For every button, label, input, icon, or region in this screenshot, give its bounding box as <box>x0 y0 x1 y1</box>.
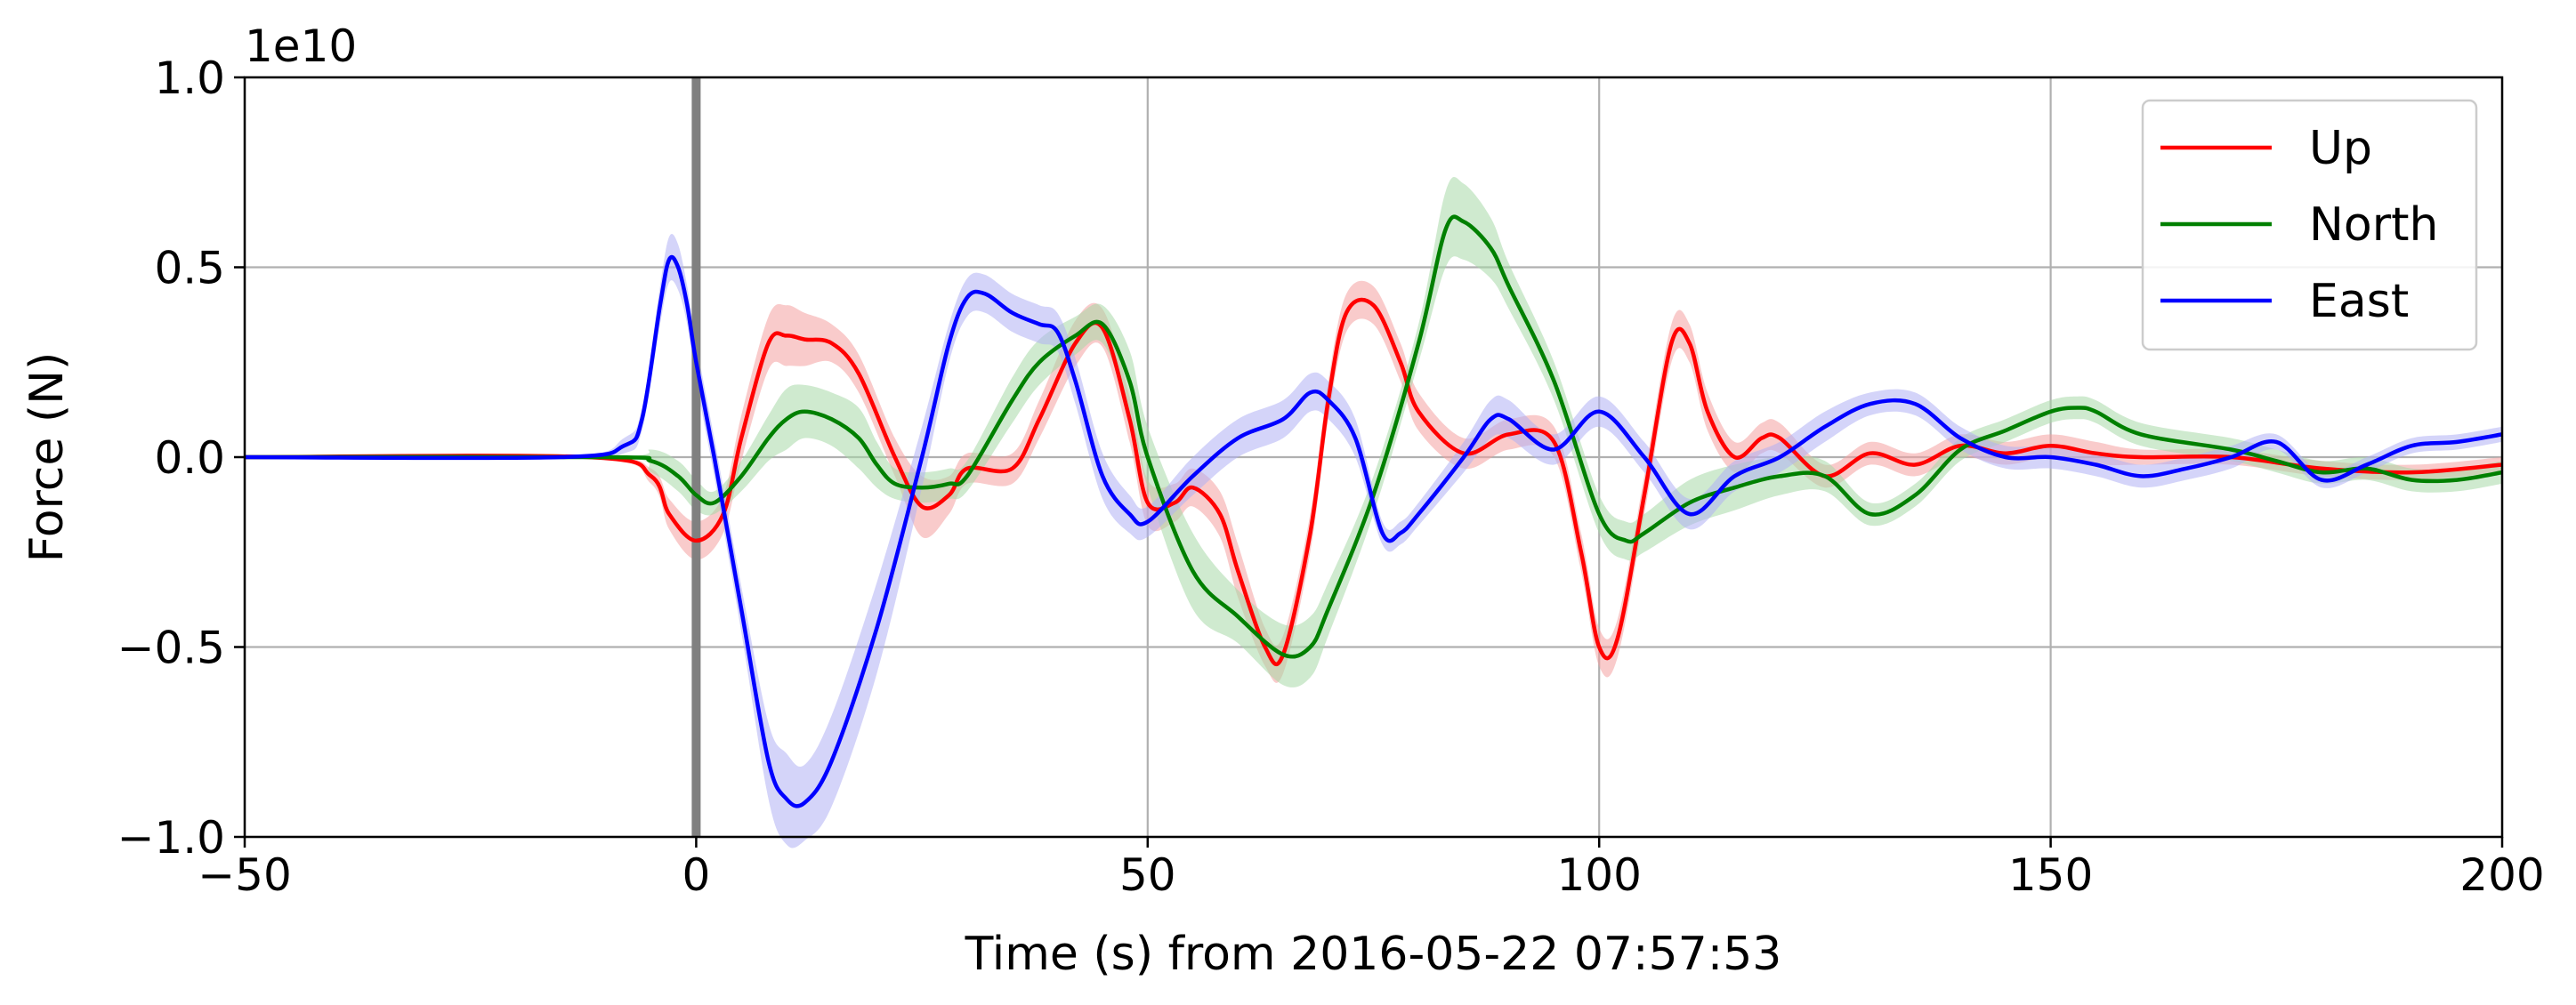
x-axis-label: Time (s) from 2016-05-22 07:57:53 <box>965 928 1782 981</box>
y-axis-label: Force (N) <box>20 352 74 563</box>
y-offset-label: 1e10 <box>245 20 357 72</box>
x-tick-label: 200 <box>2459 849 2544 901</box>
x-tick-label: 50 <box>1119 849 1176 901</box>
ticks: −50 0 50 100 150 200 −1.0 −0.5 0.0 0.5 1.0 <box>117 52 2545 901</box>
legend-label-east: East <box>2309 275 2409 328</box>
y-tick-label: 1.0 <box>154 52 225 104</box>
legend-label-up: Up <box>2309 122 2372 175</box>
series-line-north <box>244 214 2503 659</box>
series-line-east <box>244 254 2503 808</box>
x-tick-label: 150 <box>2008 849 2093 901</box>
x-tick-label: 0 <box>682 849 710 901</box>
legend-box <box>2141 99 2478 351</box>
y-tick-label: 0.0 <box>154 432 225 484</box>
y-tick-label: −0.5 <box>117 623 225 674</box>
legend-label-north: North <box>2309 198 2438 252</box>
y-tick-label: −1.0 <box>117 812 225 864</box>
x-tick-label: −50 <box>198 849 292 901</box>
y-tick-label: 0.5 <box>154 243 225 294</box>
series-line-up <box>244 297 2503 667</box>
x-tick-label: 100 <box>1556 849 1641 901</box>
legend: Up North East <box>2141 99 2478 351</box>
series-lines <box>244 214 2503 808</box>
